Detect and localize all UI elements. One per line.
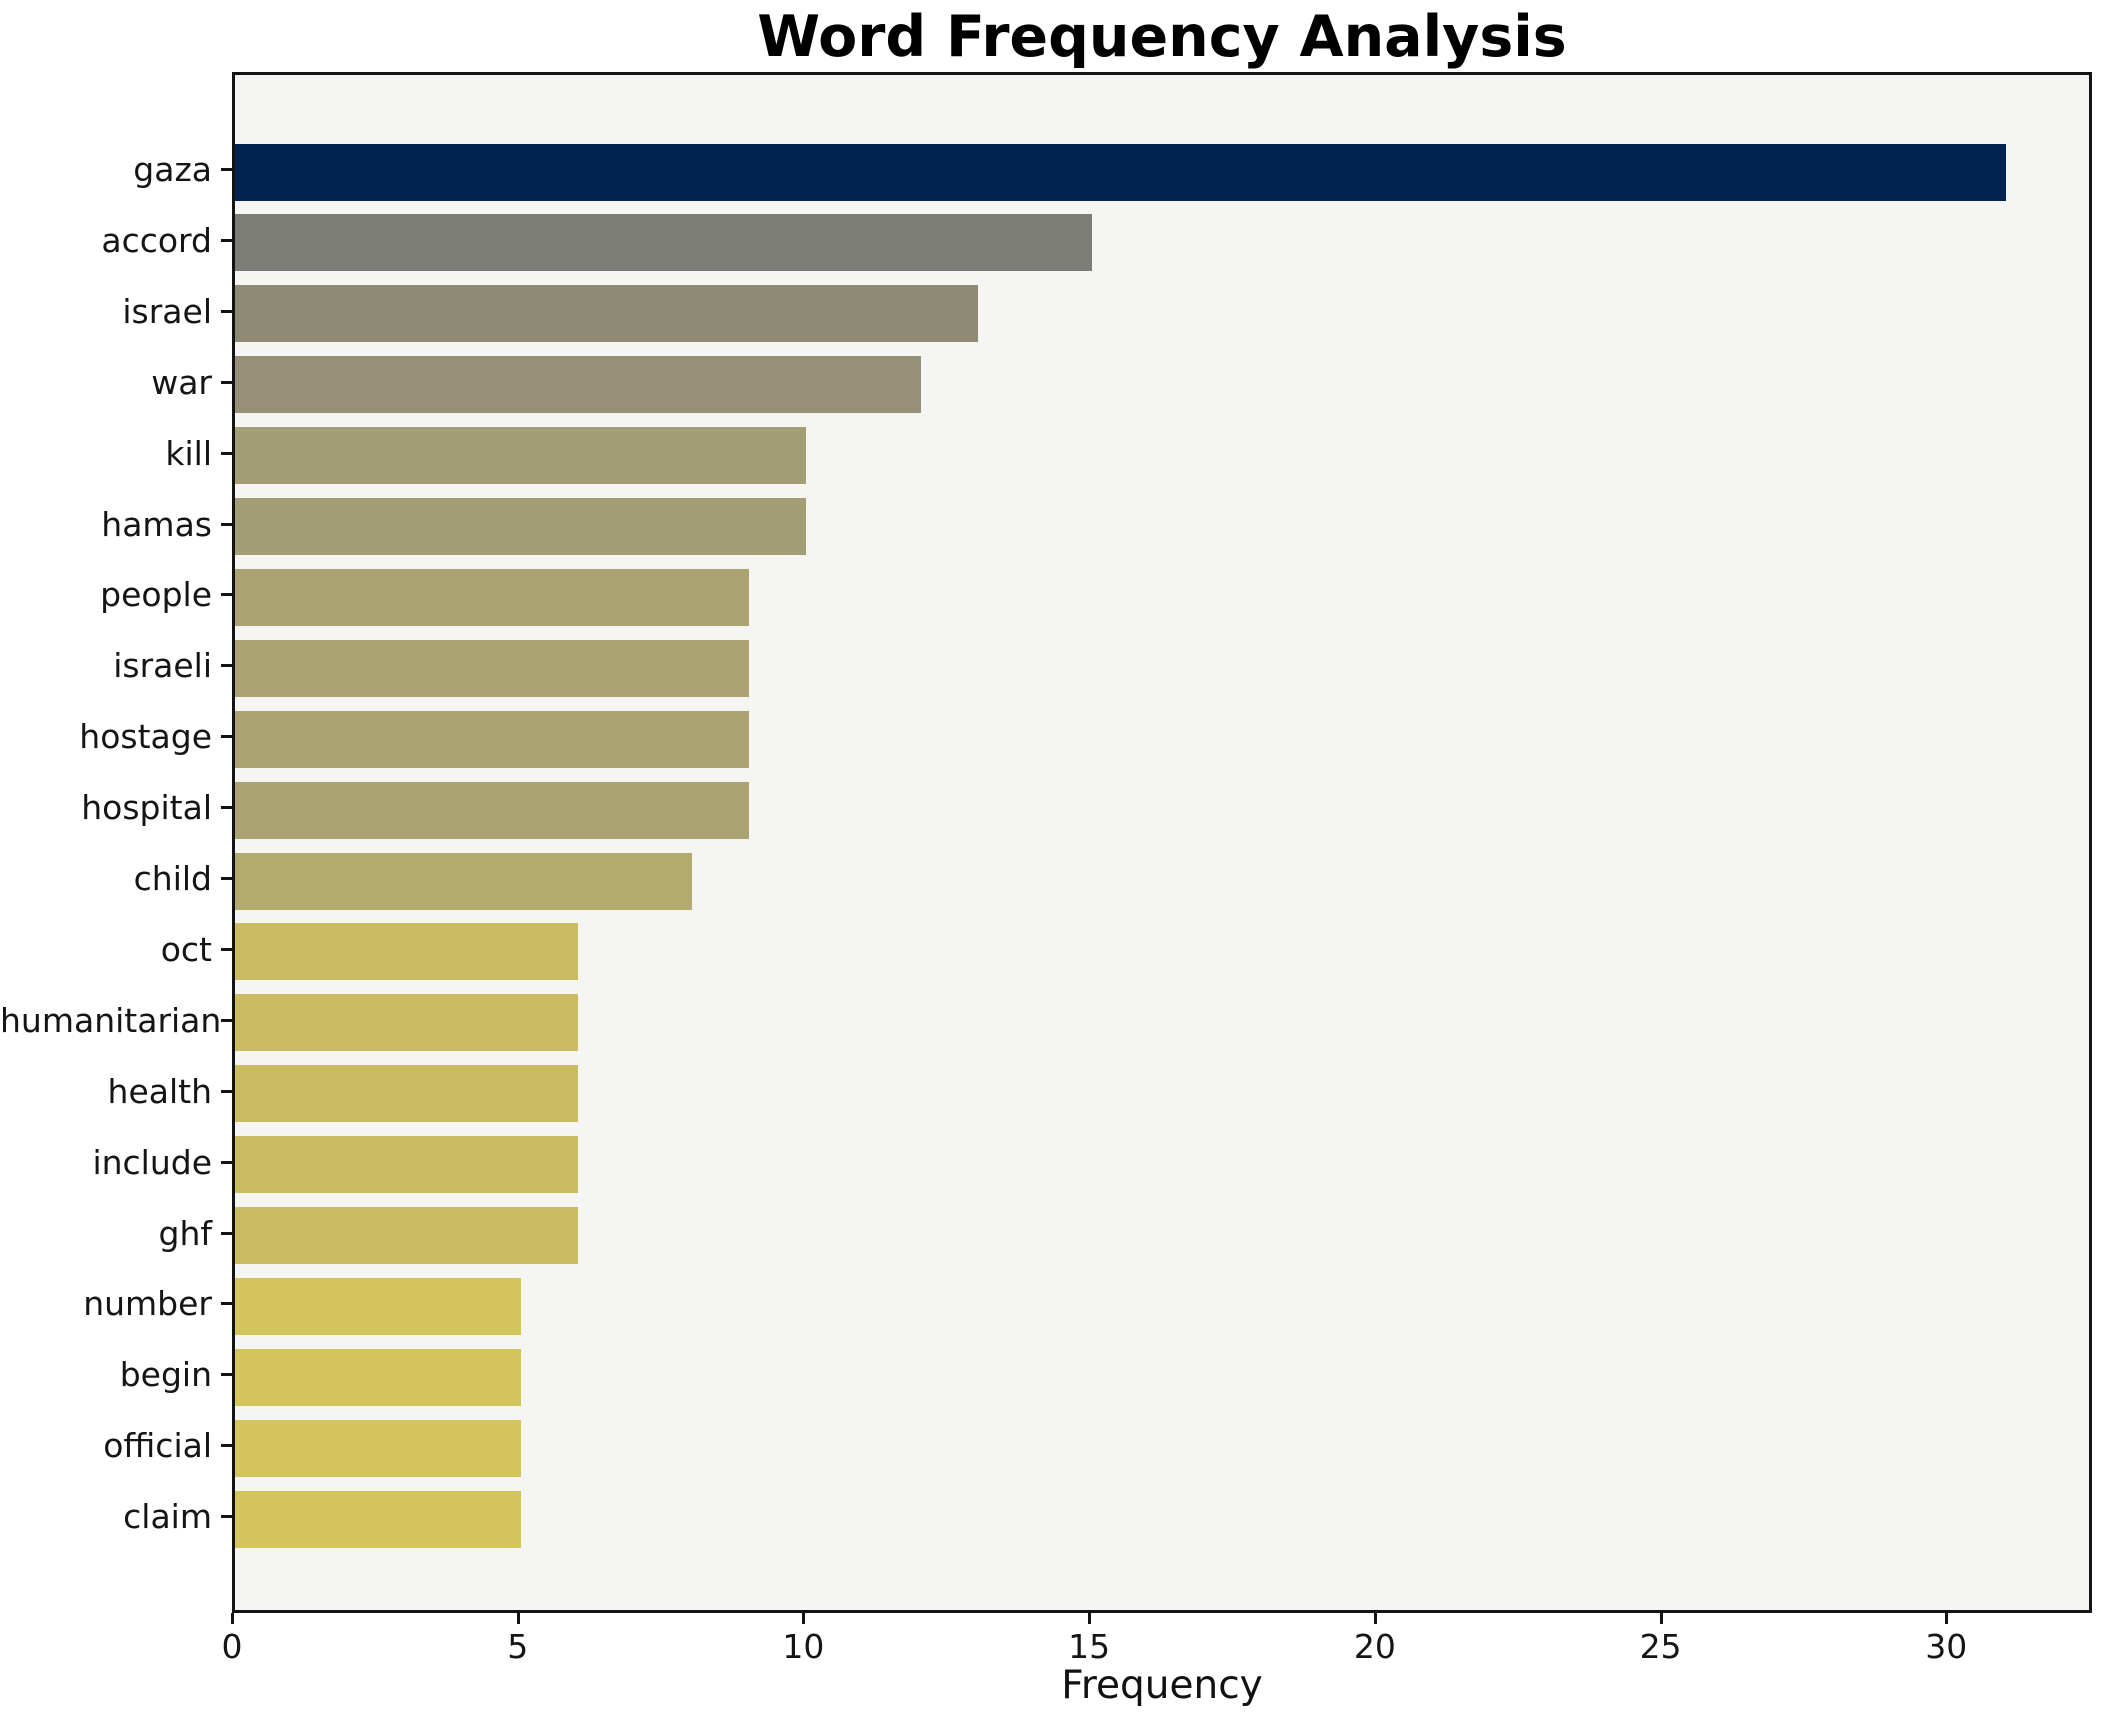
y-tick-label-war: war bbox=[151, 362, 212, 402]
y-tick-mark bbox=[221, 877, 232, 880]
x-tick-label-20: 20 bbox=[1353, 1627, 1396, 1666]
bar-accord bbox=[235, 214, 1093, 272]
bar-gaza bbox=[235, 143, 2007, 201]
y-tick-mark bbox=[221, 947, 232, 951]
y-tick-mark bbox=[221, 593, 232, 597]
y-tick-mark bbox=[221, 309, 232, 313]
x-tick-label-15: 15 bbox=[1068, 1627, 1111, 1666]
y-tick-label-number: number bbox=[83, 1284, 212, 1324]
y-tick-label-gaza: gaza bbox=[133, 150, 212, 189]
y-tick-label-health: health bbox=[107, 1071, 212, 1111]
y-tick-mark bbox=[221, 1515, 232, 1519]
bar-people bbox=[235, 568, 750, 626]
bar-child bbox=[235, 852, 693, 910]
y-tick-label-hostage: hostage bbox=[79, 717, 212, 757]
x-tick-mark bbox=[231, 1613, 234, 1624]
bar-begin bbox=[235, 1348, 521, 1406]
y-tick-label-claim: claim bbox=[123, 1497, 212, 1537]
y-tick-label-official: official bbox=[103, 1426, 212, 1466]
y-tick-mark bbox=[221, 664, 232, 668]
y-tick-mark bbox=[221, 735, 232, 739]
x-tick-label-5: 5 bbox=[507, 1627, 529, 1666]
y-tick-mark bbox=[221, 1018, 232, 1022]
y-tick-label-oct: oct bbox=[160, 929, 212, 969]
y-tick-mark bbox=[221, 238, 232, 242]
x-tick-mark bbox=[1659, 1613, 1663, 1624]
y-tick-label-kill: kill bbox=[165, 433, 212, 473]
y-tick-label-accord: accord bbox=[101, 220, 212, 260]
x-tick-label-30: 30 bbox=[1925, 1627, 1968, 1666]
y-tick-label-child: child bbox=[133, 859, 212, 898]
y-tick-label-humanitarian: humanitarian bbox=[0, 1000, 222, 1040]
bar-health bbox=[235, 1065, 578, 1123]
x-tick-mark bbox=[516, 1613, 520, 1624]
y-tick-label-hamas: hamas bbox=[101, 504, 212, 544]
y-tick-mark bbox=[221, 1160, 232, 1164]
bar-hostage bbox=[235, 710, 750, 768]
y-tick-mark bbox=[221, 1373, 232, 1377]
y-tick-label-ghf: ghf bbox=[158, 1213, 212, 1253]
y-tick-mark bbox=[221, 380, 232, 384]
y-tick-mark bbox=[221, 1444, 232, 1448]
bar-kill bbox=[235, 427, 807, 485]
chart-title: Word Frequency Analysis bbox=[757, 4, 1567, 70]
bar-israeli bbox=[235, 639, 750, 697]
bar-claim bbox=[235, 1490, 521, 1548]
bar-include bbox=[235, 1136, 578, 1194]
y-tick-mark bbox=[221, 451, 232, 455]
y-tick-label-include: include bbox=[92, 1142, 212, 1182]
x-tick-mark bbox=[1088, 1613, 1092, 1624]
x-tick-label-25: 25 bbox=[1639, 1627, 1682, 1666]
x-tick-mark bbox=[1945, 1613, 1949, 1624]
x-axis-label: Frequency bbox=[1061, 1663, 1263, 1708]
y-tick-label-israeli: israeli bbox=[113, 646, 212, 686]
bar-hospital bbox=[235, 781, 750, 839]
x-tick-label-0: 0 bbox=[221, 1627, 243, 1666]
y-tick-mark bbox=[221, 1089, 232, 1093]
y-tick-mark bbox=[221, 1231, 232, 1235]
y-tick-label-israel: israel bbox=[122, 291, 212, 331]
x-tick-mark bbox=[1373, 1613, 1377, 1624]
x-tick-label-10: 10 bbox=[782, 1627, 825, 1666]
y-tick-mark bbox=[221, 1302, 232, 1306]
y-tick-label-hospital: hospital bbox=[81, 788, 212, 828]
bar-ghf bbox=[235, 1207, 578, 1264]
plot-area bbox=[232, 72, 2092, 1613]
x-tick-mark bbox=[802, 1613, 806, 1624]
bar-humanitarian bbox=[235, 994, 578, 1052]
bar-war bbox=[235, 356, 921, 414]
bar-israel bbox=[235, 285, 978, 343]
y-tick-mark bbox=[221, 806, 232, 810]
y-tick-mark bbox=[221, 522, 232, 526]
bar-number bbox=[235, 1277, 521, 1335]
bar-hamas bbox=[235, 498, 807, 555]
y-tick-mark bbox=[221, 168, 232, 171]
y-tick-label-begin: begin bbox=[119, 1355, 212, 1395]
bar-oct bbox=[235, 923, 578, 981]
y-tick-label-people: people bbox=[100, 575, 212, 615]
bar-official bbox=[235, 1419, 521, 1477]
